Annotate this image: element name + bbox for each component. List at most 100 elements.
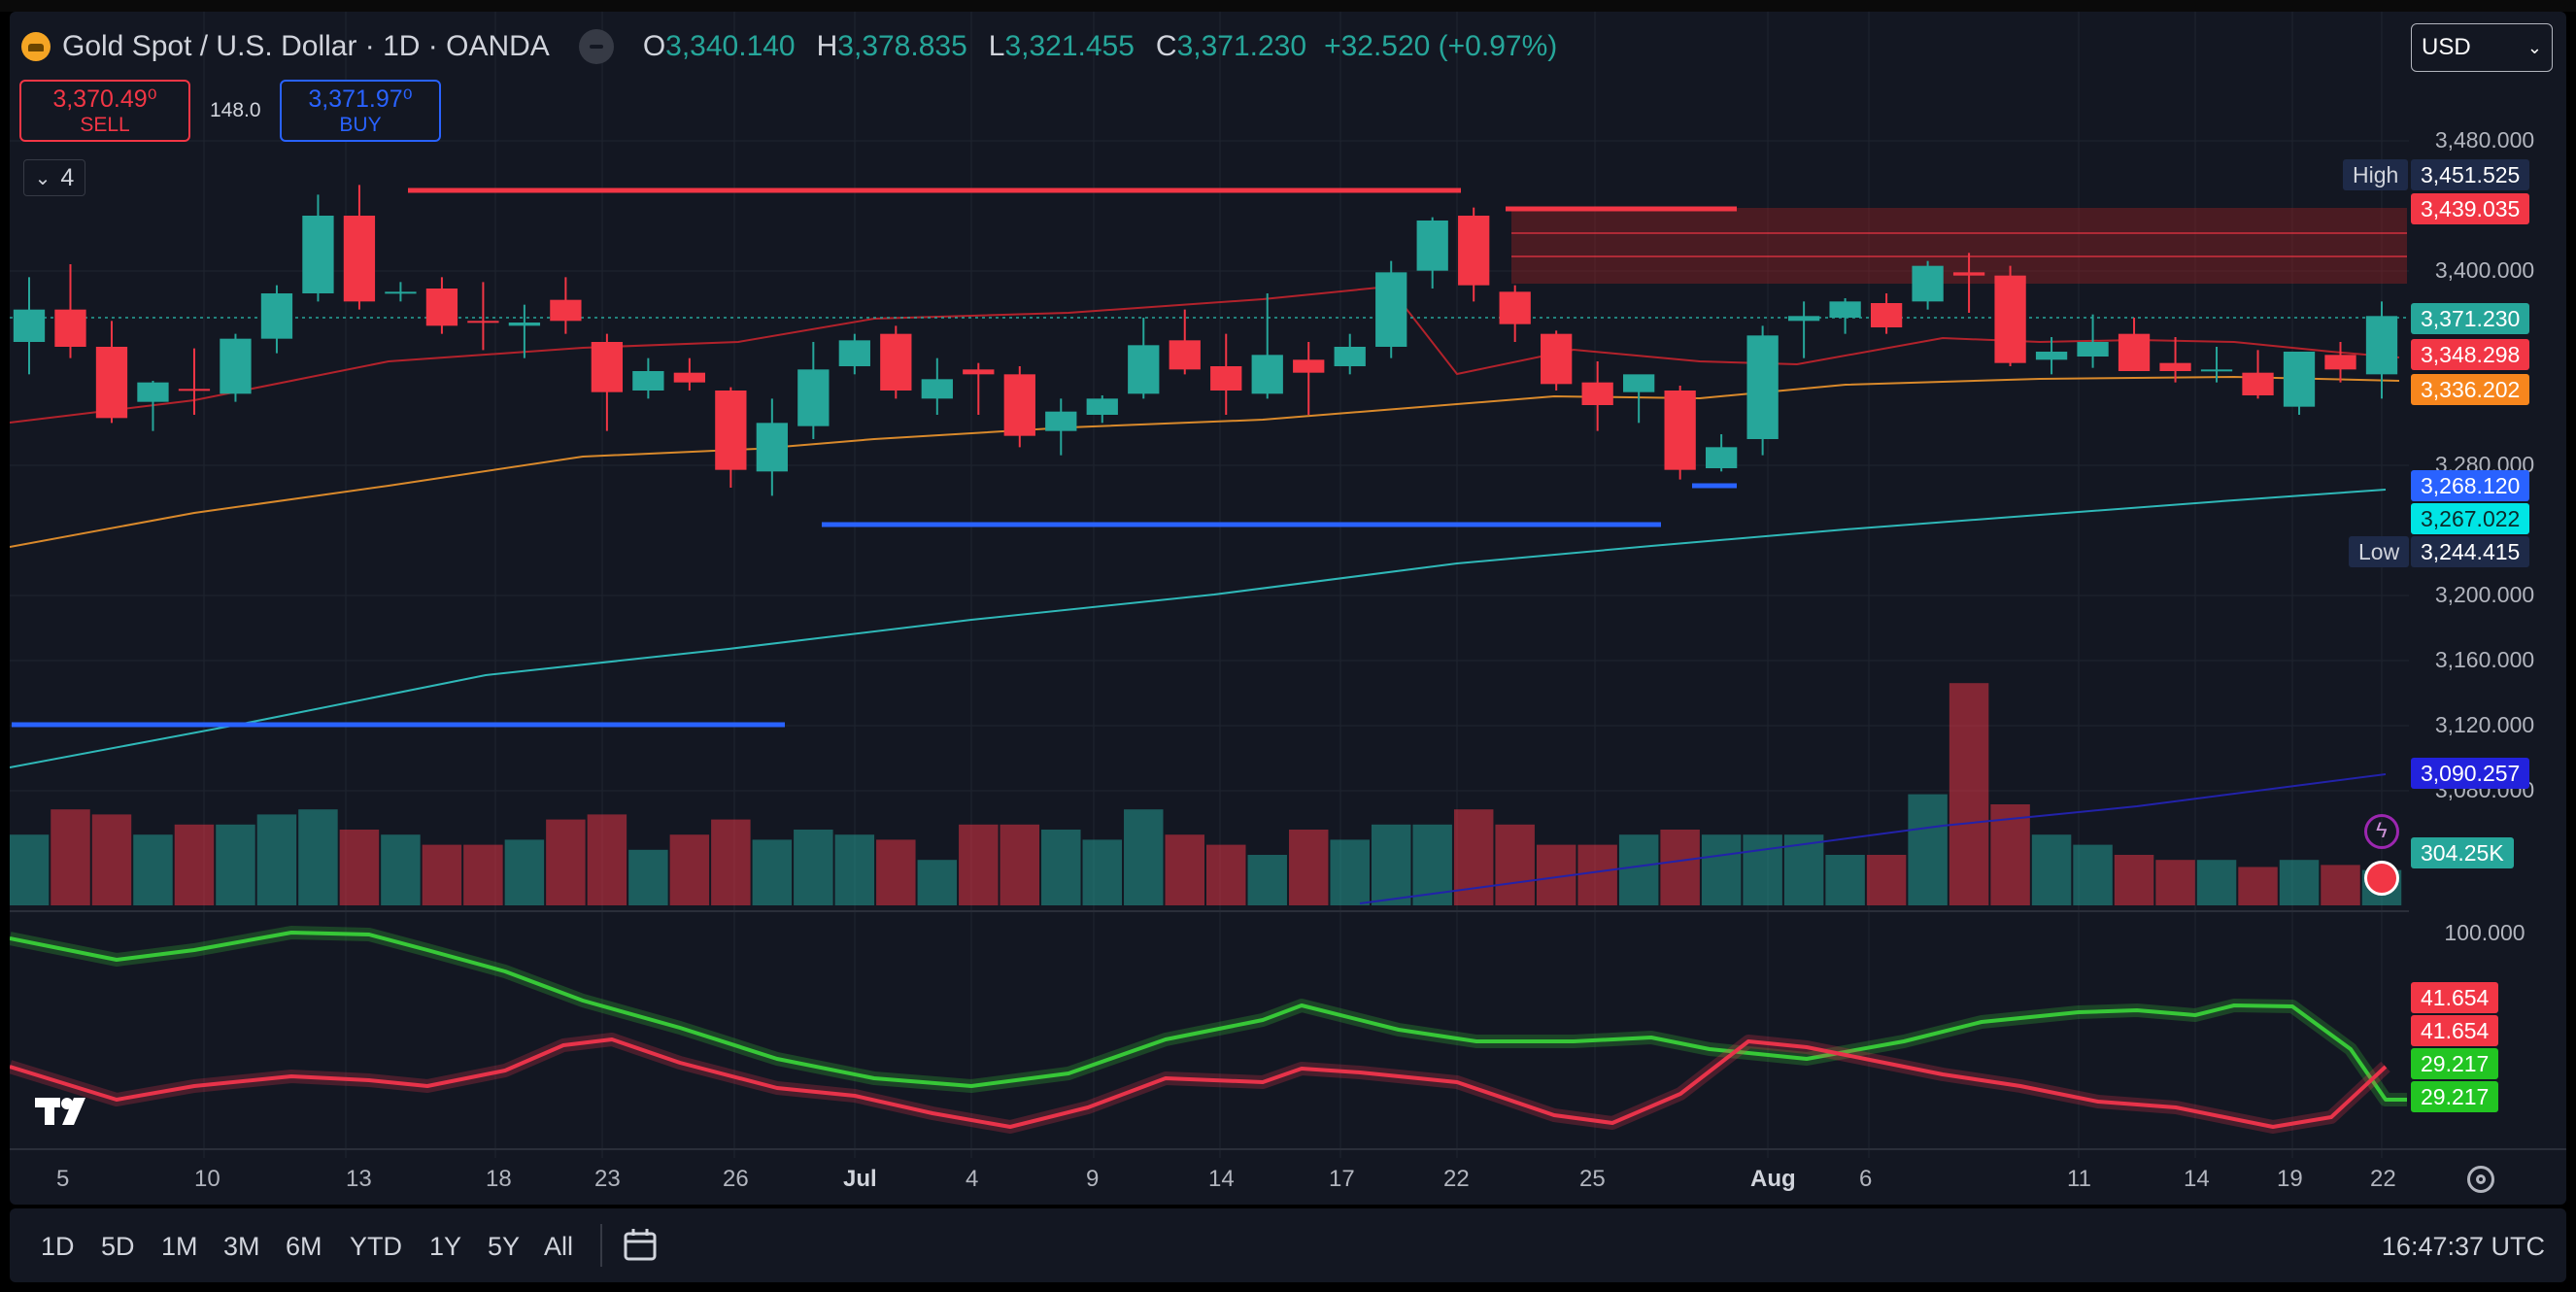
range-5y[interactable]: 5Y (488, 1232, 521, 1261)
x-axis-label: 14 (2184, 1166, 2210, 1192)
price-axis-label: 3,400.000 (2434, 257, 2535, 283)
volume-bar (1908, 794, 1948, 905)
chart-settings-icon[interactable] (2467, 1166, 2494, 1193)
x-axis-label: 13 (346, 1166, 372, 1192)
x-axis-label: 22 (2370, 1166, 2396, 1192)
volume-bar (51, 809, 90, 905)
x-axis-label: 11 (2067, 1166, 2091, 1192)
volume-bar (959, 824, 999, 905)
high-badge: 3,451.525 (2411, 159, 2530, 190)
ma-orange-line (10, 375, 2400, 548)
ma-navy-line (1359, 773, 2387, 904)
x-axis-label: 5 (56, 1166, 70, 1192)
chart-canvas[interactable] (10, 12, 2566, 1205)
range-ytd[interactable]: YTD (350, 1232, 402, 1261)
candle-body (220, 338, 252, 394)
x-axis-label: Aug (1750, 1166, 1796, 1192)
range-3m[interactable]: 3M (223, 1232, 260, 1261)
osc-red-line-glow (10, 1033, 2390, 1134)
low-label: L (988, 30, 1005, 62)
chevron-down-icon: ⌄ (2526, 37, 2542, 57)
candle-body (1912, 265, 1944, 302)
candle-body (1581, 382, 1613, 405)
indicators-count: 4 (60, 163, 75, 191)
top-bar (0, 0, 2576, 12)
x-axis-label: 17 (1329, 1166, 1355, 1192)
volume-bar (133, 834, 173, 905)
ma-cyan-badge: 3,267.022 (2411, 503, 2530, 534)
ma-orange-badge: 3,336.202 (2411, 374, 2530, 405)
candle-body (2283, 352, 2316, 407)
x-axis-label: 19 (2277, 1166, 2303, 1192)
range-bar: 1D 5D 1M 3M 6M YTD 1Y 5Y All 16:47:37 UT… (10, 1208, 2566, 1282)
range-6m[interactable]: 6M (286, 1232, 322, 1261)
candle-body (260, 293, 293, 339)
x-axis-label: 26 (723, 1166, 749, 1192)
osc-green-badge: 29.217 (2411, 1081, 2499, 1112)
candle-body (1334, 347, 1366, 366)
volume-bar (1165, 834, 1204, 905)
calendar-icon[interactable] (622, 1226, 661, 1265)
candle-body (1458, 216, 1490, 286)
volume-bar (2321, 865, 2360, 905)
x-axis-label: 18 (486, 1166, 512, 1192)
hide-eye-icon[interactable] (578, 29, 614, 64)
price-axis-label: 3,200.000 (2434, 582, 2535, 607)
currency-value: USD (2422, 34, 2471, 60)
x-axis-label: 10 (194, 1166, 220, 1192)
volume-bars (10, 683, 2402, 905)
sell-button[interactable]: 3,370.49⁰ SELL (19, 80, 190, 142)
candle-body (1045, 411, 1077, 431)
volume-bar (1743, 834, 1782, 905)
volume-bar (504, 839, 545, 905)
volume-bar (917, 860, 958, 905)
volume-bar (628, 849, 668, 905)
ma-red-badge: 3,348.298 (2411, 339, 2530, 370)
candle-body (921, 379, 953, 399)
volume-bar (669, 834, 710, 905)
range-5d[interactable]: 5D (101, 1232, 135, 1261)
candle-body (1128, 345, 1160, 394)
candle-body (715, 391, 747, 470)
candle-body (1994, 275, 2026, 363)
volume-bar (256, 814, 297, 905)
buy-button[interactable]: 3,371.97⁰ BUY (280, 80, 441, 142)
volume-bar (2238, 867, 2278, 905)
candle-body (2035, 352, 2068, 360)
volume-bar (546, 819, 586, 905)
volume-bar (1660, 830, 1700, 905)
volume-bar (1825, 855, 1865, 905)
utc-clock[interactable]: 16:47:37 UTC (2381, 1232, 2545, 1261)
range-1d[interactable]: 1D (41, 1232, 75, 1261)
volume-bar (216, 824, 255, 905)
range-1y[interactable]: 1Y (429, 1232, 462, 1261)
low-value: 3,321.455 (1004, 30, 1135, 62)
volume-bar (876, 839, 916, 905)
volume-bar (1495, 824, 1535, 905)
tradingview-logo-icon (35, 1098, 85, 1125)
range-all[interactable]: All (544, 1232, 574, 1261)
currency-select[interactable]: USD ⌄ (2411, 23, 2553, 72)
lightning-icon[interactable]: ϟ (2364, 814, 2399, 849)
range-1m[interactable]: 1M (161, 1232, 198, 1261)
indicators-toggle[interactable]: ⌄ 4 (23, 159, 85, 196)
osc-red-badge: 41.654 (2411, 982, 2499, 1013)
price-axis-label: 3,160.000 (2434, 647, 2535, 672)
candle-body (137, 382, 169, 402)
volume-bar (2279, 860, 2320, 905)
symbol-title[interactable]: Gold Spot / U.S. Dollar · 1D · OANDA (62, 30, 550, 62)
candle-body (1375, 272, 1407, 347)
us-flag-icon[interactable] (2364, 861, 2399, 896)
candle-body (1251, 355, 1283, 394)
volume-bar (2155, 860, 2195, 905)
price-axis-label: 3,120.000 (2434, 712, 2535, 737)
volume-bar (174, 824, 215, 905)
x-axis-label: 23 (594, 1166, 621, 1192)
candle-body (797, 369, 830, 426)
chart-frame[interactable] (10, 12, 2566, 1205)
candle-body (2077, 342, 2109, 357)
volume-bar (1701, 834, 1742, 905)
candle-body (1499, 291, 1531, 324)
candle-body (54, 309, 86, 347)
level-lines (10, 187, 2407, 728)
